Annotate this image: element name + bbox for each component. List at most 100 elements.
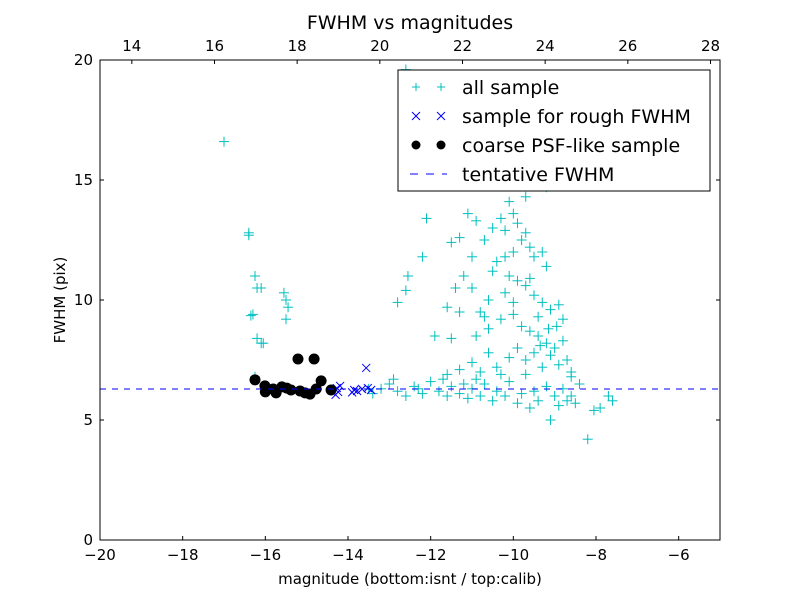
all-sample-point xyxy=(533,311,544,322)
all-sample-point xyxy=(281,295,291,305)
all-sample-point xyxy=(549,343,560,353)
rough-fwhm-point xyxy=(347,388,357,397)
all-sample-point xyxy=(421,213,432,224)
psf-like-point xyxy=(292,353,304,365)
axis-ticks: −20 −18 −16 −14 −12 −10 −8 −6 0 5 10 15 20 14 16 18 20 22… xyxy=(74,37,720,564)
all-sample-point xyxy=(508,309,519,320)
x-tick-label: −8 xyxy=(585,546,607,564)
x-b xyxy=(335,381,345,391)
all-sample-point xyxy=(245,310,256,321)
all-sample-point xyxy=(529,386,539,397)
all-sample-point xyxy=(603,391,614,401)
all-sample-point xyxy=(535,340,546,351)
all-sample-point xyxy=(516,321,527,332)
psf-like-point xyxy=(315,375,327,387)
all-sample-point xyxy=(392,297,403,308)
x-b xyxy=(347,388,357,397)
all-sample-point xyxy=(402,271,413,281)
all-sample-point xyxy=(516,235,527,245)
x-tick-label: −14 xyxy=(332,546,364,564)
plus-marker-icon xyxy=(412,83,420,91)
all-sample-point xyxy=(446,333,457,344)
all-sample-point xyxy=(458,271,469,281)
x-b xyxy=(361,363,371,373)
all-sample-point xyxy=(367,388,378,399)
top-x-tick-label: 28 xyxy=(701,37,720,55)
all-sample-point xyxy=(219,136,229,147)
all-sample-point xyxy=(442,391,453,401)
x-b xyxy=(436,111,446,121)
all-sample-point xyxy=(557,314,568,325)
all-sample-point xyxy=(541,381,552,392)
legend-label: sample for rough FWHM xyxy=(462,106,691,128)
all-sample-point xyxy=(258,338,269,349)
all-sample-point xyxy=(508,297,519,308)
all-sample-point xyxy=(281,314,291,325)
all-sample-point xyxy=(425,376,436,387)
all-sample-point xyxy=(574,379,585,389)
top-x-tick-label: 26 xyxy=(618,37,637,55)
all-sample-point xyxy=(520,369,531,380)
legend-entry: all sample xyxy=(412,77,559,99)
legend-label: all sample xyxy=(462,77,559,99)
all-sample-point xyxy=(483,295,494,305)
all-sample-point xyxy=(479,235,490,245)
all-sample-point xyxy=(500,251,511,262)
all-sample-point xyxy=(545,350,556,361)
all-sample-point xyxy=(562,395,573,406)
all-sample-point xyxy=(524,242,535,253)
all-sample-point xyxy=(607,395,618,406)
all-sample-point xyxy=(551,321,562,332)
all-sample-point xyxy=(529,347,539,358)
all-sample-point xyxy=(582,434,593,445)
all-sample-point xyxy=(595,403,606,413)
all-sample-point xyxy=(495,213,506,224)
legend-entry: coarse PSF-like sample xyxy=(411,135,680,157)
all-sample-point xyxy=(529,251,539,262)
all-sample-point xyxy=(483,323,494,334)
all-sample-point xyxy=(491,256,502,267)
top-x-tick-label: 22 xyxy=(453,37,472,55)
legend-label: tentative FWHM xyxy=(462,164,614,186)
x-marker-icon xyxy=(436,111,446,121)
all-sample-point xyxy=(537,247,548,257)
all-sample-point xyxy=(504,376,515,387)
all-sample-point xyxy=(524,403,535,413)
all-sample-point xyxy=(467,251,477,262)
x-marker-icon xyxy=(411,111,421,121)
all-sample-point xyxy=(520,355,531,365)
all-sample-point xyxy=(450,283,461,293)
all-sample-point xyxy=(524,273,535,284)
x-b xyxy=(352,386,362,396)
all-sample-point xyxy=(491,386,502,397)
psf-like-point xyxy=(308,353,320,365)
all-sample-point xyxy=(588,405,599,416)
all-sample-point xyxy=(557,335,568,346)
all-sample-point xyxy=(475,391,486,401)
all-sample-point xyxy=(400,391,411,401)
all-sample-point xyxy=(553,400,564,411)
x-axis-label: magnitude (bottom:isnt / top:calib) xyxy=(278,570,542,588)
all-sample-point xyxy=(438,374,449,385)
all-sample-point xyxy=(479,311,490,322)
all-sample-point xyxy=(500,287,511,298)
all-sample-point xyxy=(467,357,477,368)
all-sample-point xyxy=(524,326,535,337)
all-sample-point xyxy=(504,271,515,281)
x-tick-label: −16 xyxy=(250,546,282,564)
x-tick-label: −18 xyxy=(167,546,199,564)
all-sample-point xyxy=(454,388,465,399)
psf-like-point xyxy=(249,374,261,386)
top-x-tick-label: 16 xyxy=(205,37,224,55)
circle-marker-icon xyxy=(411,140,421,150)
y-tick-label: 5 xyxy=(83,411,93,429)
all-sample-point xyxy=(467,283,477,293)
all-sample-point xyxy=(446,237,457,248)
all-sample-point xyxy=(512,343,523,353)
all-sample-point xyxy=(570,398,581,409)
all-sample-point xyxy=(533,331,544,341)
x-b xyxy=(357,384,367,394)
all-sample-point xyxy=(283,302,294,313)
x-b xyxy=(331,390,340,400)
